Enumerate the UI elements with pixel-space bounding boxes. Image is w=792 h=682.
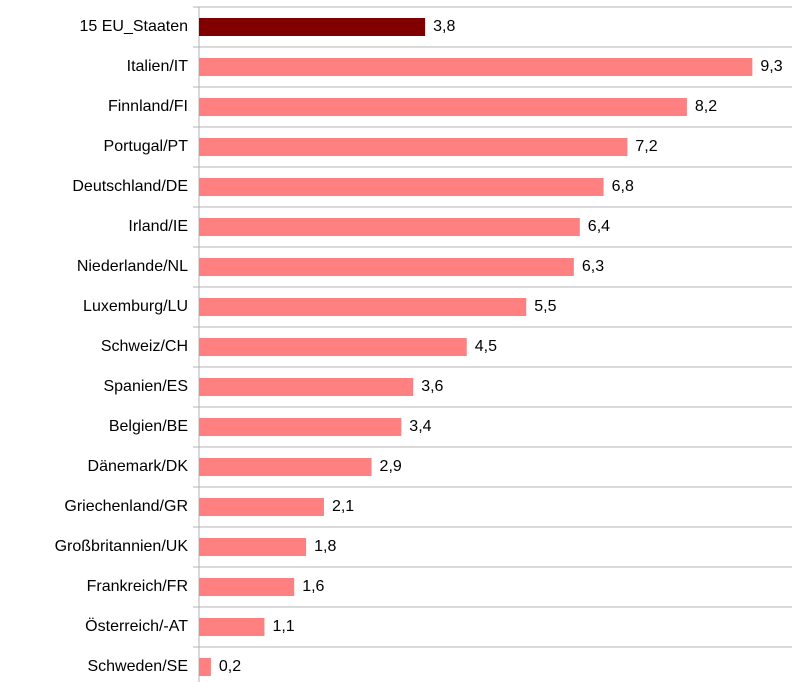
y-tick-label: Belgien/BE (109, 418, 188, 435)
value-label: 2,9 (380, 458, 402, 475)
y-tick-label: Dänemark/DK (88, 458, 189, 475)
y-tick-label: Deutschland/DE (72, 178, 188, 195)
value-label: 2,1 (332, 498, 354, 515)
y-tick-label: Schweden/SE (87, 658, 188, 675)
bar (199, 618, 265, 636)
y-tick-label: Großbritannien/UK (55, 538, 189, 555)
value-label: 1,6 (302, 578, 324, 595)
y-tick-label: Spanien/ES (103, 378, 188, 395)
value-label: 3,8 (433, 18, 455, 35)
y-tick-label: Portugal/PT (104, 138, 189, 155)
bar (199, 138, 628, 156)
bar (199, 18, 426, 36)
value-label: 1,8 (314, 538, 336, 555)
y-tick-label: Österreich/-AT (85, 617, 188, 635)
value-label: 0,2 (219, 658, 241, 675)
bar (199, 498, 324, 516)
value-label: 9,3 (760, 58, 782, 75)
bar (199, 418, 402, 436)
bar (199, 338, 467, 356)
y-tick-label: Luxemburg/LU (83, 298, 188, 315)
bar (199, 98, 687, 116)
bar (199, 218, 580, 236)
value-label: 5,5 (534, 298, 556, 315)
value-label: 7,2 (635, 138, 657, 155)
bar (199, 578, 295, 596)
value-label: 6,3 (582, 258, 604, 275)
y-tick-label: Irland/IE (128, 218, 188, 235)
value-label: 3,4 (409, 418, 431, 435)
y-tick-label: Niederlande/NL (77, 258, 188, 275)
bar (199, 258, 574, 276)
y-tick-label: Italien/IT (127, 58, 189, 75)
value-label: 1,1 (272, 618, 294, 635)
value-label: 3,6 (421, 378, 443, 395)
value-label: 4,5 (475, 338, 497, 355)
y-tick-label: Frankreich/FR (87, 578, 188, 595)
bar (199, 458, 372, 476)
bar (199, 178, 604, 196)
bar (199, 658, 211, 676)
value-label: 8,2 (695, 98, 717, 115)
bar (199, 298, 527, 316)
bar (199, 538, 307, 556)
y-tick-label: Schweiz/CH (101, 338, 188, 355)
y-tick-label: Griechenland/GR (64, 498, 188, 515)
value-label: 6,8 (612, 178, 634, 195)
bar (199, 58, 753, 76)
y-tick-label: 15 EU_Staaten (79, 18, 188, 35)
y-tick-label: Finnland/FI (108, 98, 188, 115)
value-label: 6,4 (588, 218, 610, 235)
bar (199, 378, 414, 396)
